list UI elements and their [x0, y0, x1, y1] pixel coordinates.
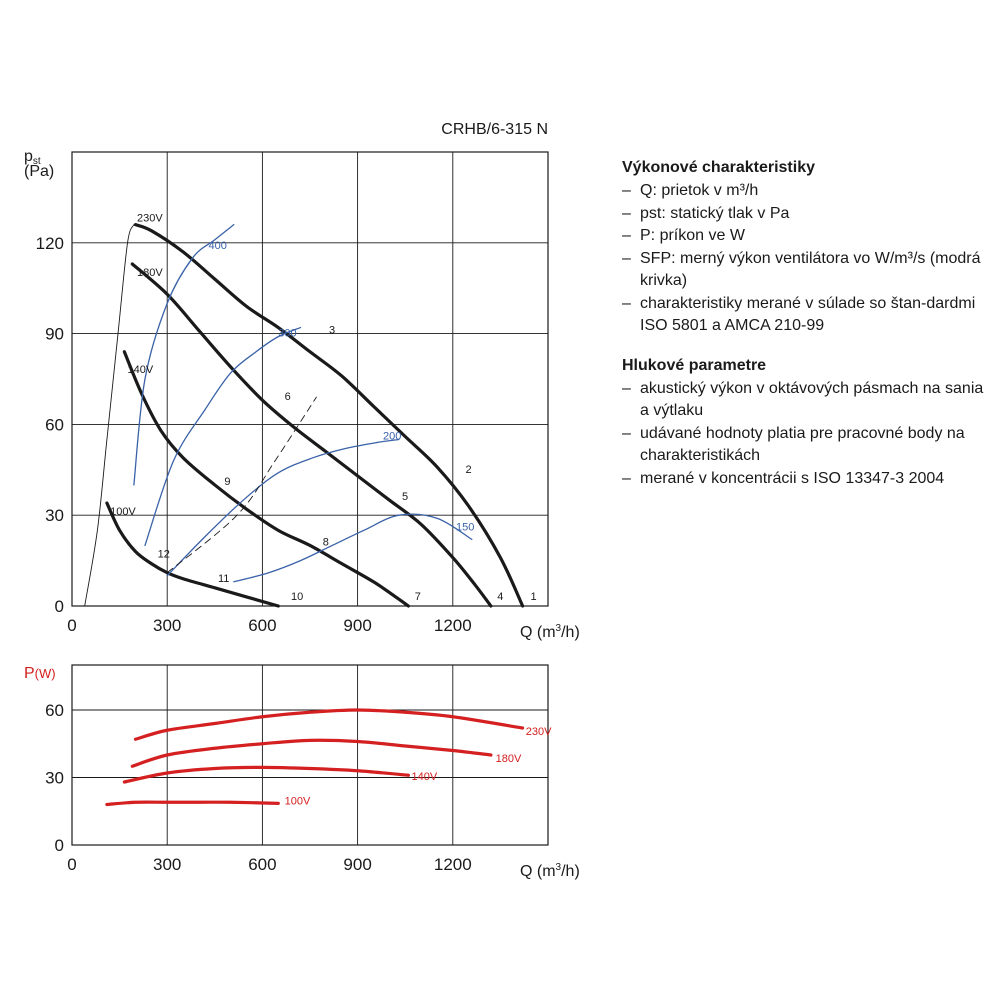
x-tick-label: 600	[248, 616, 276, 635]
series-line-180v	[130, 262, 493, 608]
series-line-140v	[122, 350, 410, 608]
y-tick-label: 90	[45, 325, 64, 344]
annotation-label: 150	[456, 521, 474, 533]
y-tick-label: 30	[45, 769, 64, 788]
y-tick-label: 60	[45, 415, 64, 434]
annotation-label: 2	[465, 464, 471, 476]
pressure-chart: 0 300 600 900 12000306090120230V180V140V100V…	[36, 151, 549, 635]
annotation-label: 8	[323, 536, 329, 548]
annotation-label: 1	[531, 591, 537, 603]
x-tick-label: 1200	[434, 616, 472, 635]
series-line-150	[233, 513, 473, 583]
x-tick-label: 0	[67, 616, 76, 635]
annotation-label: 4	[497, 591, 503, 603]
performance-item-pst: pst: statický tlak v Pa	[622, 203, 992, 226]
noise-list: akustický výkon v oktávových pásmach na …	[622, 378, 992, 491]
y-tick-label: 30	[45, 506, 64, 525]
annotation-label: 5	[402, 491, 408, 503]
annotation-label: 10	[291, 591, 303, 603]
series-line-300	[144, 326, 302, 547]
series-line-100v	[105, 800, 280, 807]
performance-title: Výkonové charakteristiky	[622, 159, 815, 176]
x-tick-label: 0	[67, 855, 76, 874]
series-line-400	[133, 223, 235, 486]
q-axis-title-bottom: Q (m3/h)	[520, 862, 580, 880]
performance-item-q: Q: prietok v m³/h	[622, 180, 992, 203]
power-chart: 0 300 600 900 1200 0 30 60 230V 180V 140V 100V	[45, 664, 552, 874]
annotation-label: 12	[158, 549, 170, 561]
x-tick-label: 900	[343, 855, 371, 874]
annotation-label: 7	[415, 591, 421, 603]
annotation-label: 180V	[137, 267, 163, 279]
annotation-label: 200	[383, 431, 401, 443]
x-tick-label: 1200	[434, 855, 472, 874]
annotation-label: 230V	[137, 213, 163, 225]
series-line-100v	[105, 501, 280, 608]
performance-item-sfp: SFP: merný výkon ventilátora vo W/m³/s (…	[622, 248, 992, 293]
y-tick-label: 0	[55, 597, 64, 616]
annotation-label: 3	[329, 325, 335, 337]
annotation-label: 100V	[285, 796, 311, 808]
noise-title: Hlukové parametre	[622, 356, 767, 374]
legend-panel: Výkonové charakteristiky Q: prietok v m³…	[622, 156, 992, 506]
pst-axis-unit: (Pa)	[24, 163, 54, 180]
model-title: CRHB/6-315 N	[441, 121, 548, 138]
annotation-label: 140V	[412, 771, 438, 783]
power-axis-title: P(W)	[24, 665, 56, 682]
series-line-q-100v	[84, 224, 135, 607]
annotation-label: 140V	[128, 364, 154, 376]
performance-list: Q: prietok v m³/h pst: statický tlak v P…	[622, 180, 992, 338]
y-tick-label: 60	[45, 701, 64, 720]
performance-item-standards: charakteristiky merané v súlade so štan-…	[622, 293, 992, 338]
series-line-200	[166, 438, 400, 577]
annotation-label: 400	[208, 240, 226, 252]
annotation-label: 300	[278, 328, 296, 340]
series-line-140v	[122, 765, 410, 784]
y-tick-label: 120	[36, 234, 64, 253]
noise-item-iso: merané v koncentrácii s ISO 13347-3 2004	[622, 468, 992, 491]
x-tick-label: 300	[153, 616, 181, 635]
annotation-label: 11	[218, 573, 229, 585]
performance-item-p: P: príkon ve W	[622, 225, 992, 248]
series-line-230v	[133, 708, 525, 741]
series-line-q-130v	[166, 396, 317, 574]
series-line-180v	[130, 738, 493, 768]
annotation-label: 6	[285, 391, 291, 403]
series-line-230v	[133, 223, 525, 608]
plot-frame	[71, 664, 549, 846]
annotation-label: 230V	[526, 726, 552, 738]
x-tick-label: 600	[248, 855, 276, 874]
annotation-label: 9	[224, 476, 230, 488]
annotation-label: 100V	[110, 506, 136, 518]
annotation-label: 180V	[496, 753, 522, 765]
noise-item-points: udávané hodnoty platia pre pracovné body…	[622, 423, 992, 468]
noise-item-octave: akustický výkon v oktávových pásmach na …	[622, 378, 992, 423]
x-tick-label: 300	[153, 855, 181, 874]
q-axis-title-top: Q (m3/h)	[520, 623, 580, 641]
x-tick-label: 900	[343, 616, 371, 635]
y-tick-label: 0	[55, 836, 64, 855]
